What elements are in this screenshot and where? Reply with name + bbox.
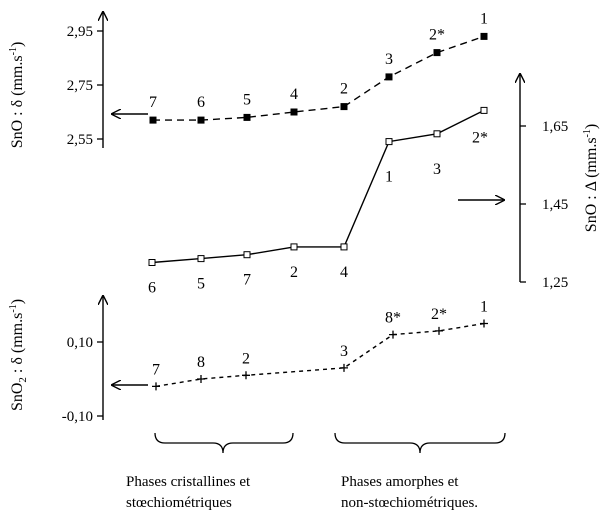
top-series-layer: 7 6 5 4 2 3 2* 1 6 5 7 2 4 1 3 2* xyxy=(148,10,488,296)
series-sno-Delta-label: 6 xyxy=(148,280,156,297)
y-axis-bottom-title-close: ) xyxy=(9,299,26,304)
series-sno-delta-line xyxy=(153,35,485,121)
y-axis-bottom-title: SnO2 : δ (mm.s-1) xyxy=(8,299,29,411)
series-sno2-delta-label: 2* xyxy=(431,306,447,323)
y-axis-left-title-close: ) xyxy=(9,42,26,47)
y-axis-bottom-title-main: SnO xyxy=(9,383,26,411)
caption-left-line1: Phases cristallines et xyxy=(126,474,251,490)
y-axis-right-title-sup: -1 xyxy=(582,129,593,137)
y-axis-left-title: SnO : δ (mm.s-1) xyxy=(8,42,26,149)
series-sno2-delta-label: 2 xyxy=(242,350,250,367)
series-sno2-delta-point xyxy=(242,371,250,380)
brace-left xyxy=(154,432,294,454)
series-sno2-delta-label: 8 xyxy=(197,354,205,371)
series-sno2-delta-label: 3 xyxy=(340,343,348,360)
y-axis-left-ticks: 2,95 2,75 2,55 xyxy=(67,24,103,148)
caption-left-line2: stœchiométriques xyxy=(126,495,232,511)
series-sno-delta-label: 5 xyxy=(243,91,251,108)
y-axis-right-title: SnO : Δ (mm.s-1) xyxy=(582,124,600,232)
y-axis-right-ticks: 1,65 1,45 1,25 xyxy=(520,119,568,291)
bottom-series-layer: 7 8 2 3 8* 2* 1 xyxy=(152,299,488,391)
series-sno-delta-label: 7 xyxy=(149,94,157,111)
series-sno-delta-label: 4 xyxy=(290,86,298,103)
y-axis-bottom-title-sup: -1 xyxy=(8,304,19,312)
y-axis-left-title-main: SnO : δ (mm.s xyxy=(9,55,26,148)
series-sno-delta-label: 1 xyxy=(480,10,488,27)
series-sno2-delta-label: 8* xyxy=(385,310,401,327)
y-right-tick-label: 1,25 xyxy=(542,275,568,291)
series-sno-Delta-point xyxy=(433,130,441,138)
y-axis-left-title-sup: -1 xyxy=(8,47,19,55)
series-sno-delta-label: 2* xyxy=(429,27,445,44)
y-left-tick-label: 2,95 xyxy=(67,24,93,40)
series-sno-Delta-point xyxy=(385,138,393,146)
series-sno2-delta-point xyxy=(152,382,160,391)
series-sno2-delta-point xyxy=(480,319,488,328)
series-sno-Delta-point xyxy=(290,243,298,251)
series-sno-Delta-point xyxy=(197,255,205,263)
y-bottom-tick-label: 0,10 xyxy=(67,335,93,351)
series-sno-Delta-point xyxy=(243,251,251,259)
series-sno-delta-label: 6 xyxy=(197,94,205,111)
y-axis-right-title-main: SnO : Δ (mm.s xyxy=(583,137,600,232)
series-sno-Delta-label: 3 xyxy=(433,161,441,178)
y-axis-bottom-title-sub: 2 xyxy=(17,377,29,383)
y-axis-right-title-close: ) xyxy=(583,124,600,129)
series-sno-delta-point xyxy=(480,32,488,40)
series-sno2-delta-point xyxy=(197,375,205,383)
y-axis-left-bottom-ticks: 0,10 -0,10 xyxy=(62,335,103,425)
y-right-tick-label: 1,45 xyxy=(542,197,568,213)
series-sno-delta-point xyxy=(340,103,348,111)
series-sno-delta-point xyxy=(385,73,393,81)
series-sno-Delta-point xyxy=(480,106,488,114)
y-right-tick-label: 1,65 xyxy=(542,119,568,135)
y-left-tick-label: 2,75 xyxy=(67,78,93,94)
caption-right-line2: non-stœchiométriques. xyxy=(341,495,478,511)
series-sno2-delta-point xyxy=(389,330,397,339)
series-sno-Delta-line xyxy=(151,109,485,264)
y-left-tick-label: 2,55 xyxy=(67,132,93,148)
series-sno-delta-label: 3 xyxy=(385,51,393,68)
series-sno-delta-label: 2 xyxy=(340,81,348,98)
series-sno-Delta-label: 7 xyxy=(243,272,251,289)
series-sno2-delta-label: 1 xyxy=(480,299,488,316)
series-sno-delta-point xyxy=(197,116,205,124)
series-sno-Delta-point xyxy=(340,243,348,251)
series-sno2-delta-point xyxy=(435,326,443,335)
caption-right-line1: Phases amorphes et xyxy=(341,474,459,490)
series-sno-Delta-label: 2 xyxy=(290,264,298,281)
series-sno2-delta-line xyxy=(155,322,485,388)
y-bottom-tick-label: -0,10 xyxy=(62,409,93,425)
series-sno-delta-point xyxy=(243,113,251,121)
series-sno-Delta-label: 5 xyxy=(197,276,205,293)
series-sno-delta-point xyxy=(433,49,441,57)
series-sno-Delta-label: 4 xyxy=(340,264,348,281)
series-sno-Delta-label: 2* xyxy=(472,129,488,146)
series-sno2-delta-point xyxy=(340,363,348,372)
brace-right xyxy=(334,432,506,454)
series-sno2-delta-label: 7 xyxy=(152,361,160,378)
series-sno-Delta-point xyxy=(148,259,156,266)
y-axis-bottom-title-rest: : δ (mm.s xyxy=(9,313,26,377)
series-sno-delta-point xyxy=(290,108,298,116)
series-sno-delta-point xyxy=(149,116,157,124)
series-sno-Delta-label: 1 xyxy=(385,169,393,186)
